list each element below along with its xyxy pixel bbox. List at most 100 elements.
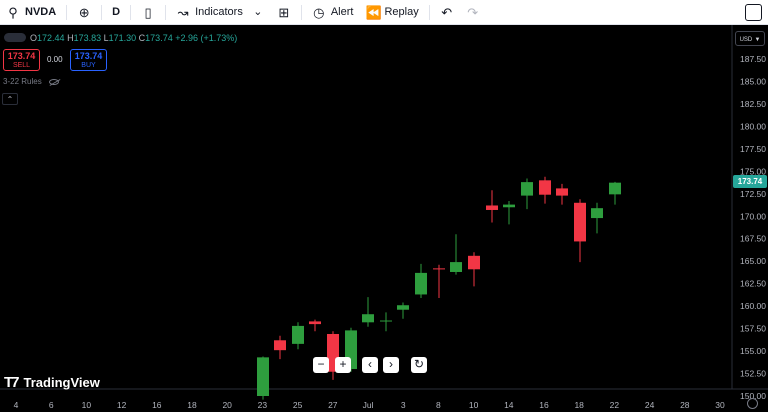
y-tick-label: 150.00 [740,391,766,401]
reset-icon: ↻ [413,357,425,371]
candle-body [257,357,269,396]
x-tick-label: 10 [469,400,479,410]
redo-button[interactable]: ↷ [460,0,486,25]
y-tick-label: 170.00 [740,211,766,221]
sell-button[interactable]: 173.74 SELL [3,49,40,71]
chevron-left-icon: ‹ [368,357,372,371]
x-tick-label: 8 [436,400,441,410]
rewind-icon: ⏪ [365,4,382,20]
sell-label: SELL [12,62,31,69]
candle-body [468,255,480,270]
candle-body [486,205,498,210]
open-value: 172.44 [37,33,65,43]
symbol-label: NVDA [25,6,57,18]
candle-body [503,204,515,208]
x-tick-label: 24 [645,400,655,410]
x-tick-label: 22 [610,400,620,410]
y-tick-label: 180.00 [740,121,766,131]
collapse-legend-button[interactable]: ⌃ [2,93,18,105]
currency-selector[interactable]: USD ▼ [735,31,765,46]
x-tick-label: 14 [504,400,514,410]
y-tick-label: 177.50 [740,144,766,154]
indicators-button[interactable]: ↝ Indicators ⌄ [170,0,271,25]
replay-label: Replay [384,6,419,18]
eye-hidden-icon[interactable] [48,78,59,85]
divider [300,4,302,20]
search-icon: ⚲ [8,4,18,20]
low-key: L [103,33,109,43]
change-value: +2.96 (+1.73%) [175,33,238,43]
chevron-up-icon: ⌃ [6,95,14,104]
price-chart[interactable]: 150.00152.50155.00157.50160.00162.50165.… [0,25,768,412]
indicator-legend: 3-22 Rules [3,77,59,86]
x-tick-label: 6 [49,400,54,410]
x-tick-label: 20 [222,400,232,410]
buy-button[interactable]: 173.74 BUY [70,49,107,71]
scroll-left-button[interactable]: ‹ [362,357,378,373]
rules-label: 3-22 Rules [3,77,42,86]
candle-body [309,321,321,325]
undo-button[interactable]: ↶ [434,0,460,25]
x-tick-label: 16 [152,400,162,410]
candle-body [380,320,392,322]
divider [165,4,167,20]
last-price-label: 173.74 [733,175,767,188]
x-tick-label: 27 [328,400,338,410]
replay-button[interactable]: ⏪ Replay [359,0,424,25]
alarm-clock-icon: ◷ [313,4,325,20]
x-tick-label: 23 [258,400,268,410]
interval-button[interactable]: D [106,0,126,25]
candle-body [591,208,603,219]
y-tick-label: 175.00 [740,166,766,176]
y-tick-label: 165.00 [740,256,766,266]
y-tick-label: 182.50 [740,99,766,109]
divider [428,4,430,20]
x-tick-label: 10 [82,400,92,410]
x-tick-label: 18 [574,400,584,410]
chevron-down-icon: ⌄ [253,5,263,18]
scroll-right-button[interactable]: › [383,357,399,373]
chevron-right-icon: › [389,357,393,371]
candles-icon: ▯ [144,4,152,20]
grid-icon: ⊞ [278,4,290,20]
y-tick-label: 155.00 [740,346,766,356]
candle-body [521,182,533,196]
symbol-search[interactable]: ⚲ NVDA [0,0,62,25]
x-tick-label: 3 [401,400,406,410]
x-tick-label: 18 [187,400,197,410]
low-value: 171.30 [108,33,137,43]
y-tick-label: 152.50 [740,369,766,379]
compare-button[interactable]: ⊕ [71,0,97,25]
candle-body [292,325,304,344]
y-tick-label: 162.50 [740,279,766,289]
high-value: 173.83 [73,33,102,43]
alert-button[interactable]: ◷ Alert [306,0,360,25]
buy-price: 173.74 [74,51,103,61]
close-value: 173.74 [145,33,173,43]
redo-icon: ↷ [467,4,479,20]
top-toolbar: ⚲ NVDA ⊕ D ▯ ↝ Indicators ⌄ ⊞ ◷ Alert ⏪ … [0,0,768,25]
settings-icon[interactable] [747,398,758,409]
chart-type-button[interactable]: ▯ [135,0,161,25]
candle-body [415,272,427,295]
fullscreen-button[interactable] [745,4,762,21]
templates-button[interactable]: ⊞ [271,0,297,25]
divider [66,4,68,20]
tradingview-logo[interactable]: T7 TradingView [4,374,100,391]
zoom-in-button[interactable]: + [335,357,351,373]
plus-circle-icon: ⊕ [78,4,90,20]
undo-icon: ↶ [441,4,453,20]
x-tick-label: 16 [539,400,549,410]
close-key: C [138,33,146,43]
candle-body [397,305,409,310]
y-tick-label: 172.50 [740,189,766,199]
ohlc-legend: O172.44 H173.83 L171.30 C173.74 +2.96 (+… [30,33,237,43]
y-tick-label: 187.50 [740,54,766,64]
reset-chart-button[interactable]: ↻ [411,357,427,373]
y-tick-label: 167.50 [740,234,766,244]
y-tick-label: 160.00 [740,301,766,311]
zoom-out-button[interactable]: − [313,357,329,373]
interval-label: D [112,6,121,18]
buy-label: BUY [81,62,96,69]
candle-body [609,182,621,195]
